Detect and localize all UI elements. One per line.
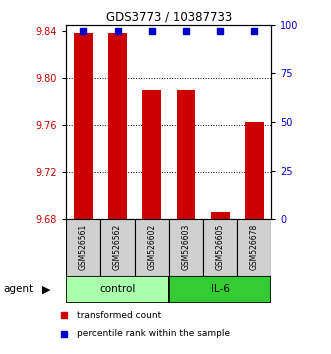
Bar bbox=[74, 33, 93, 219]
Text: IL-6: IL-6 bbox=[211, 284, 230, 295]
Text: GSM526605: GSM526605 bbox=[215, 223, 225, 270]
Bar bbox=[211, 212, 229, 219]
Bar bbox=[237, 219, 271, 276]
Text: GSM526678: GSM526678 bbox=[250, 223, 259, 270]
Text: control: control bbox=[99, 284, 136, 295]
Text: percentile rank within the sample: percentile rank within the sample bbox=[77, 329, 230, 338]
Bar bbox=[176, 90, 195, 219]
Text: transformed count: transformed count bbox=[77, 311, 162, 320]
Bar bbox=[142, 90, 161, 219]
Text: ▶: ▶ bbox=[42, 284, 51, 295]
Bar bbox=[203, 219, 237, 276]
Bar bbox=[108, 33, 127, 219]
Bar bbox=[245, 121, 264, 219]
Text: GSM526561: GSM526561 bbox=[79, 223, 88, 270]
Text: GSM526602: GSM526602 bbox=[147, 223, 156, 270]
Bar bbox=[100, 219, 135, 276]
Text: GSM526562: GSM526562 bbox=[113, 223, 122, 270]
Bar bbox=[135, 219, 169, 276]
Bar bbox=[169, 276, 271, 303]
Bar bbox=[169, 219, 203, 276]
Text: GSM526603: GSM526603 bbox=[181, 223, 190, 270]
Title: GDS3773 / 10387733: GDS3773 / 10387733 bbox=[106, 11, 232, 24]
Bar bbox=[66, 276, 169, 303]
Bar bbox=[66, 219, 100, 276]
Text: agent: agent bbox=[3, 284, 33, 295]
